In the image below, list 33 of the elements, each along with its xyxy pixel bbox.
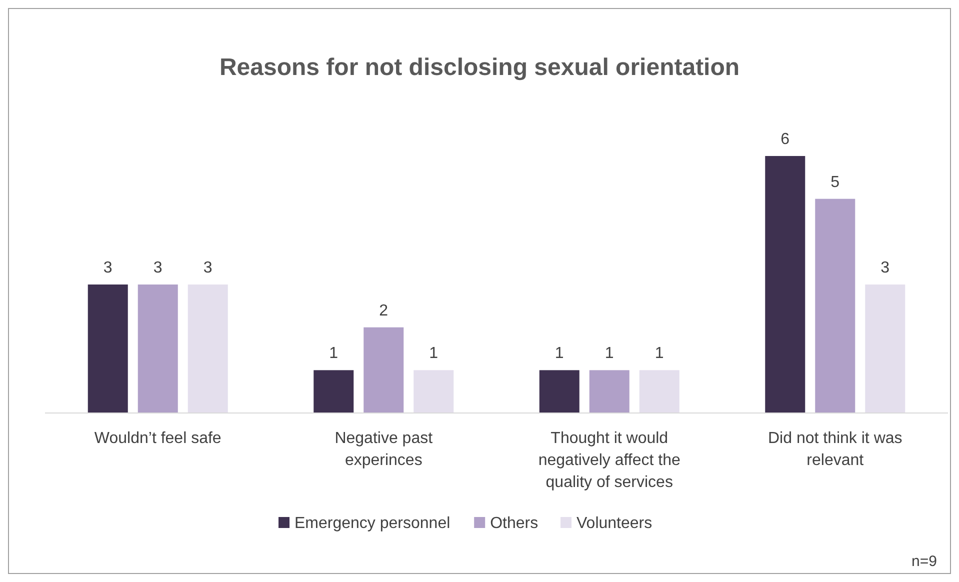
legend-label: Emergency personnel — [294, 515, 450, 532]
bar — [765, 156, 806, 413]
x-tick-label: Wouldn’t feel safe — [94, 430, 222, 447]
x-tick-label: Did not think it was relevant — [768, 430, 902, 469]
data-label: 6 — [780, 131, 790, 148]
bar — [815, 198, 856, 413]
data-label: 3 — [153, 260, 162, 276]
data-label: 1 — [429, 345, 438, 362]
legend-label: Others — [490, 515, 538, 532]
bar — [364, 327, 404, 413]
bar — [639, 370, 680, 413]
data-label: 3 — [203, 260, 212, 276]
data-label: 3 — [103, 260, 112, 276]
legend-label: Volunteers — [576, 515, 652, 532]
bar — [589, 370, 630, 413]
data-label: 1 — [654, 345, 664, 362]
data-label: 2 — [379, 302, 388, 320]
text: n=9 — [912, 553, 937, 570]
x-tick-label: Negative past experinces — [334, 430, 434, 469]
bar — [188, 284, 228, 413]
bar — [88, 284, 128, 413]
x-tick-label: Thought it would negatively affect the quality of services — [538, 430, 680, 491]
data-label: 1 — [329, 345, 338, 362]
bar — [414, 370, 454, 413]
bar — [539, 370, 580, 413]
bar — [314, 370, 354, 413]
bar — [865, 284, 906, 413]
data-label: 5 — [830, 174, 840, 191]
chart-title: Reasons for not disclosing sexual orientation — [219, 54, 740, 81]
data-label: 1 — [554, 345, 564, 362]
bar — [138, 284, 178, 413]
data-label: 1 — [604, 345, 614, 362]
data-label: 3 — [880, 260, 890, 276]
